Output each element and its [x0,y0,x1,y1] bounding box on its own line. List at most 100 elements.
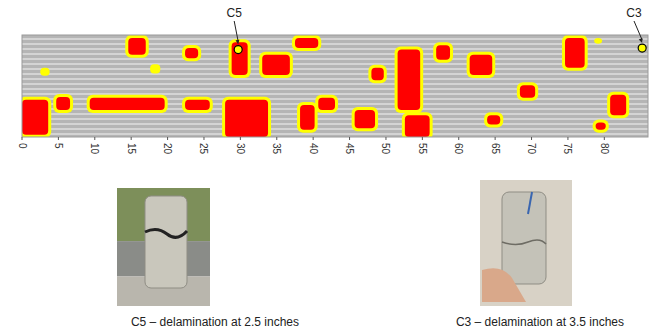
x-tick [313,137,314,140]
region [405,115,430,137]
x-tick-label: 80 [599,143,610,155]
region-halo [222,97,271,137]
figure: 05101520253035404550556065707580C5C3C5 –… [0,0,656,336]
region [596,122,606,129]
core-location [234,46,242,54]
photo-background [480,180,572,306]
x-tick [422,137,423,140]
x-tick [94,137,95,140]
core-photo [117,188,210,306]
x-tick-label: 5 [53,143,64,149]
region-halo [182,45,201,61]
region [355,110,375,128]
x-tick-label: 75 [562,143,573,155]
region [520,85,535,97]
region [56,97,70,110]
x-tick [567,137,568,140]
page-root: 05101520253035404550556065707580C5C3C5 –… [0,0,656,336]
core-arrow [234,21,238,42]
region-halo [297,102,318,133]
region-halo [467,52,496,78]
region-halo [352,107,378,131]
region-halo [87,95,168,113]
x-tick [495,137,496,140]
scan-line [22,39,648,40]
photo-mark [528,192,532,214]
region-halo [517,82,538,100]
map-background [22,35,648,137]
photo-crack [145,229,187,237]
region [22,100,48,135]
x-tick-label: 50 [380,143,391,155]
x-tick-label: 10 [89,143,100,155]
photo-crack [502,240,546,245]
x-tick [131,137,132,140]
region [232,42,248,75]
x-tick [22,137,23,140]
x-tick-label: 0 [17,143,28,149]
scan-line [22,69,648,70]
scan-line [22,59,648,60]
region-halo [395,47,424,113]
x-tick-label: 40 [308,143,319,155]
core-arrow [634,21,642,40]
region [295,38,318,48]
region-halo [53,94,73,113]
scan-line [22,94,648,95]
region-halo [593,119,609,132]
region [487,115,500,124]
region [225,100,268,137]
x-tick [167,137,168,140]
x-tick [203,137,204,140]
x-tick-label: 45 [344,143,355,155]
region [300,105,315,130]
region-halo [259,52,293,78]
core-arrowhead [639,38,643,43]
x-tick [58,137,59,140]
core-location [638,44,646,52]
scan-line [22,74,648,75]
x-tick [604,137,605,140]
region [398,50,421,110]
region [185,100,210,110]
region-halo [368,65,386,83]
region-halo [607,92,629,118]
scan-line [22,129,648,130]
region [185,48,198,58]
x-tick-label: 30 [235,143,246,155]
region-halo [22,97,51,137]
scan-line [22,79,648,80]
photo-core [145,196,187,288]
x-tick-label: 20 [162,143,173,155]
region-halo [182,97,213,113]
scan-line [22,134,648,135]
x-tick [349,137,350,140]
region [262,55,290,75]
x-tick-label: 35 [271,143,282,155]
scan-line [22,89,648,90]
region-halo [292,35,321,51]
region-halo [484,112,503,127]
photo-core [502,192,546,284]
regions [22,35,629,137]
region [470,55,493,75]
scan-line [22,49,648,50]
photo-hand [482,268,526,302]
x-tick-label: 70 [526,143,537,155]
x-tick [531,137,532,140]
region-halo [229,39,251,78]
core-label: C3 [626,6,642,20]
x-tick-label: 65 [490,143,501,155]
photo-caption: C3 – delamination at 3.5 inches [456,315,624,329]
region-halo [402,112,433,137]
region-halo [125,35,148,58]
core-label: C5 [227,6,243,20]
core-photo [480,180,572,306]
region-halo [562,35,588,71]
region [128,38,145,55]
x-tick [458,137,459,140]
x-tick-label: 15 [126,143,137,155]
region [318,98,335,110]
region [371,68,383,80]
x-tick [385,137,386,140]
